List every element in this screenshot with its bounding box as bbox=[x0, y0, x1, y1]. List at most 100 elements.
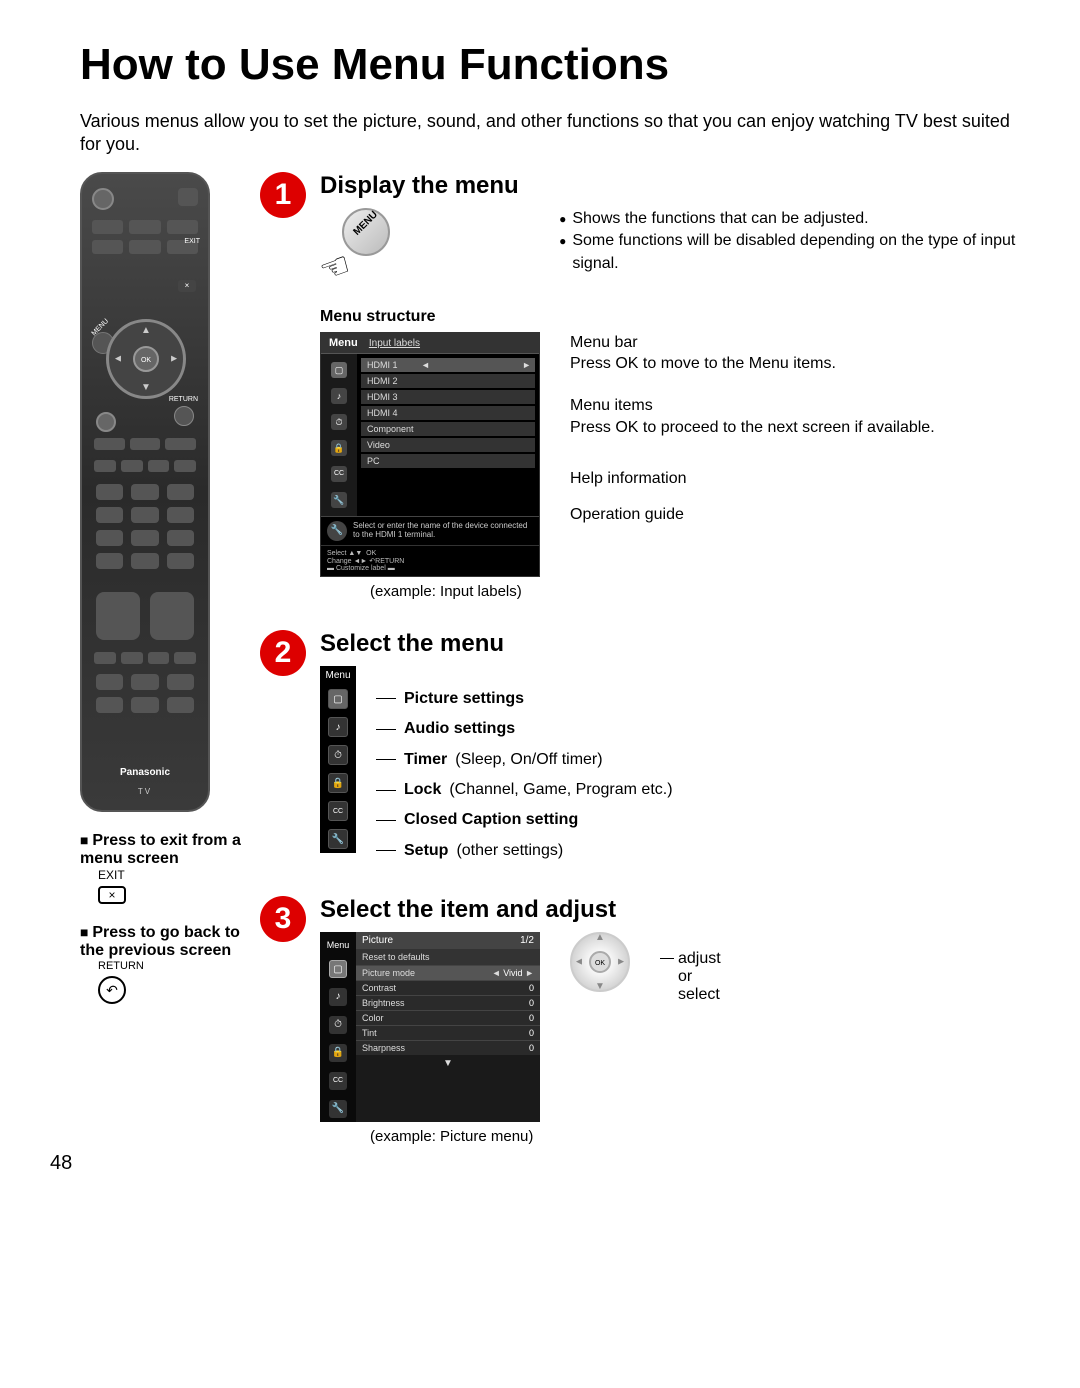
osd3-header: Picture bbox=[362, 935, 393, 946]
annot-ops: Operation guide bbox=[570, 506, 684, 523]
osd1-item-2: HDMI 3 bbox=[361, 390, 535, 404]
s3-adjust: adjust bbox=[678, 950, 721, 967]
s2-icon-timer: ⏱ bbox=[328, 745, 348, 765]
s3-or: or bbox=[678, 968, 692, 985]
step3-caption: (example: Picture menu) bbox=[370, 1128, 540, 1145]
osd3-r2k: Brightness bbox=[362, 998, 405, 1008]
step1-annotations: Menu bar Press OK to move to the Menu ite… bbox=[570, 332, 935, 540]
step2-menu-column: Menu ▢ ♪ ⏱ 🔒 CC 🔧 bbox=[320, 666, 356, 853]
s2-icon-picture: ▢ bbox=[328, 689, 348, 709]
remote-return-label: RETURN bbox=[169, 396, 198, 403]
s3-select: select bbox=[678, 986, 720, 1003]
osd1-item-3: HDMI 4 bbox=[361, 406, 535, 420]
remote-tv: TV bbox=[82, 787, 208, 796]
s2-item5-b: Setup bbox=[404, 836, 448, 866]
osd3-r4v: 0 bbox=[529, 1028, 534, 1038]
s2-menu-label: Menu bbox=[325, 670, 350, 681]
osd1-icon-setup: 🔧 bbox=[331, 492, 347, 508]
osd-picture-menu: Menu ▢ ♪ ⏱ 🔒 CC 🔧 Picture1/2 bbox=[320, 932, 540, 1122]
osd1-item-0: HDMI 1 bbox=[361, 358, 535, 372]
osd3-r2v: 0 bbox=[529, 998, 534, 1008]
ok-dpad-illustration: ▲ ▼ ◄ ► OK bbox=[570, 932, 630, 992]
step2-number: 2 bbox=[260, 630, 306, 676]
s2-item3-r: (Channel, Game, Program etc.) bbox=[449, 775, 672, 805]
osd1-icon-audio: ♪ bbox=[331, 388, 347, 404]
menu-structure-label: Menu structure bbox=[320, 308, 1020, 326]
step1-title: Display the menu bbox=[320, 172, 1020, 200]
osd3-r1k: Contrast bbox=[362, 983, 396, 993]
remote-brand: Panasonic bbox=[82, 767, 208, 778]
s2-icon-lock: 🔒 bbox=[328, 773, 348, 793]
osd3-icon-cc: CC bbox=[329, 1072, 347, 1090]
osd3-r4k: Tint bbox=[362, 1028, 377, 1038]
step1-bullets: Shows the functions that can be adjusted… bbox=[559, 208, 1020, 275]
remote-illustration: EXIT × MENU ▲ ▼ ◄ ► OK RETURN bbox=[80, 172, 210, 812]
osd3-icon-timer: ⏱ bbox=[329, 1016, 347, 1034]
osd3-icon-audio: ♪ bbox=[329, 988, 347, 1006]
osd3-r3v: 0 bbox=[529, 1013, 534, 1023]
s2-item4-b: Closed Caption setting bbox=[404, 805, 578, 835]
step1-bullet-1: Some functions will be disabled dependin… bbox=[572, 230, 1020, 275]
note-exit-title: Press to exit from a menu screen bbox=[80, 832, 241, 867]
annot-menubar: Menu bar bbox=[570, 334, 638, 351]
osd1-icon-cc: CC bbox=[331, 466, 347, 482]
step3-title: Select the item and adjust bbox=[320, 896, 1020, 924]
s2-item0-b: Picture settings bbox=[404, 684, 524, 714]
osd1-item-1: HDMI 2 bbox=[361, 374, 535, 388]
osd3-r0k: Picture mode bbox=[362, 968, 415, 978]
annot-items-desc: Press OK to proceed to the next screen i… bbox=[570, 419, 935, 436]
step2-list: Picture settings Audio settings Timer (S… bbox=[376, 666, 673, 866]
osd1-header: Input labels bbox=[369, 338, 420, 349]
note-return-label: RETURN bbox=[98, 960, 260, 972]
osd1-item-6: PC bbox=[361, 454, 535, 468]
return-button-icon: ↶ bbox=[98, 976, 126, 1004]
osd1-ops-ok: OK bbox=[366, 550, 376, 557]
osd3-page: 1/2 bbox=[520, 935, 534, 946]
osd1-help: Select or enter the name of the device c… bbox=[353, 521, 533, 541]
s2-icon-audio: ♪ bbox=[328, 717, 348, 737]
step3-annot: adjust or select bbox=[660, 932, 721, 1004]
intro-text: Various menus allow you to set the pictu… bbox=[80, 110, 1020, 157]
osd3-icon-lock: 🔒 bbox=[329, 1044, 347, 1062]
osd1-item-4: Component bbox=[361, 422, 535, 436]
osd3-r5k: Sharpness bbox=[362, 1043, 405, 1053]
osd3-r0v: Vivid bbox=[503, 968, 522, 978]
s2-icon-setup: 🔧 bbox=[328, 829, 348, 849]
s2-item3-b: Lock bbox=[404, 775, 441, 805]
okpad-ok: OK bbox=[589, 951, 611, 973]
step1-number: 1 bbox=[260, 172, 306, 218]
osd3-r3k: Color bbox=[362, 1013, 384, 1023]
osd3-r5v: 0 bbox=[529, 1043, 534, 1053]
remote-exit-label: EXIT bbox=[184, 238, 200, 245]
osd-input-labels: Menu Input labels ▢ ♪ ⏱ 🔒 CC bbox=[320, 332, 540, 577]
osd1-item-5: Video bbox=[361, 438, 535, 452]
osd3-r1v: 0 bbox=[529, 983, 534, 993]
osd3-reset: Reset to defaults bbox=[356, 949, 540, 965]
osd1-ops-select: Select bbox=[327, 550, 346, 557]
osd1-ops-change: Change bbox=[327, 558, 352, 565]
osd3-menu: Menu bbox=[327, 940, 350, 950]
osd1-menubar: Menu bbox=[329, 337, 358, 349]
page-number: 48 bbox=[50, 1152, 72, 1175]
remote-ok: OK bbox=[133, 346, 159, 372]
osd1-icon-lock: 🔒 bbox=[331, 440, 347, 456]
note-back-title: Press to go back to the previous screen bbox=[80, 924, 240, 959]
osd1-ops-custom: Customize label bbox=[336, 565, 386, 572]
step3-number: 3 bbox=[260, 896, 306, 942]
menu-button-illustration: MENU ☜ bbox=[320, 208, 390, 288]
note-exit-label: EXIT bbox=[98, 868, 260, 882]
remote-x-btn: × bbox=[178, 280, 196, 292]
step1-caption: (example: Input labels) bbox=[370, 583, 540, 600]
s2-item1-b: Audio settings bbox=[404, 714, 515, 744]
annot-items: Menu items bbox=[570, 397, 653, 414]
s2-item5-r: (other settings) bbox=[456, 836, 563, 866]
exit-button-icon: × bbox=[98, 886, 126, 904]
osd1-icon-picture: ▢ bbox=[331, 362, 347, 378]
s2-icon-cc: CC bbox=[328, 801, 348, 821]
page-title: How to Use Menu Functions bbox=[80, 40, 1020, 90]
annot-menubar-desc: Press OK to move to the Menu items. bbox=[570, 355, 836, 372]
osd1-icon-timer: ⏱ bbox=[331, 414, 347, 430]
osd3-icon-picture: ▢ bbox=[329, 960, 347, 978]
s2-item2-r: (Sleep, On/Off timer) bbox=[455, 745, 602, 775]
step2-title: Select the menu bbox=[320, 630, 1020, 658]
